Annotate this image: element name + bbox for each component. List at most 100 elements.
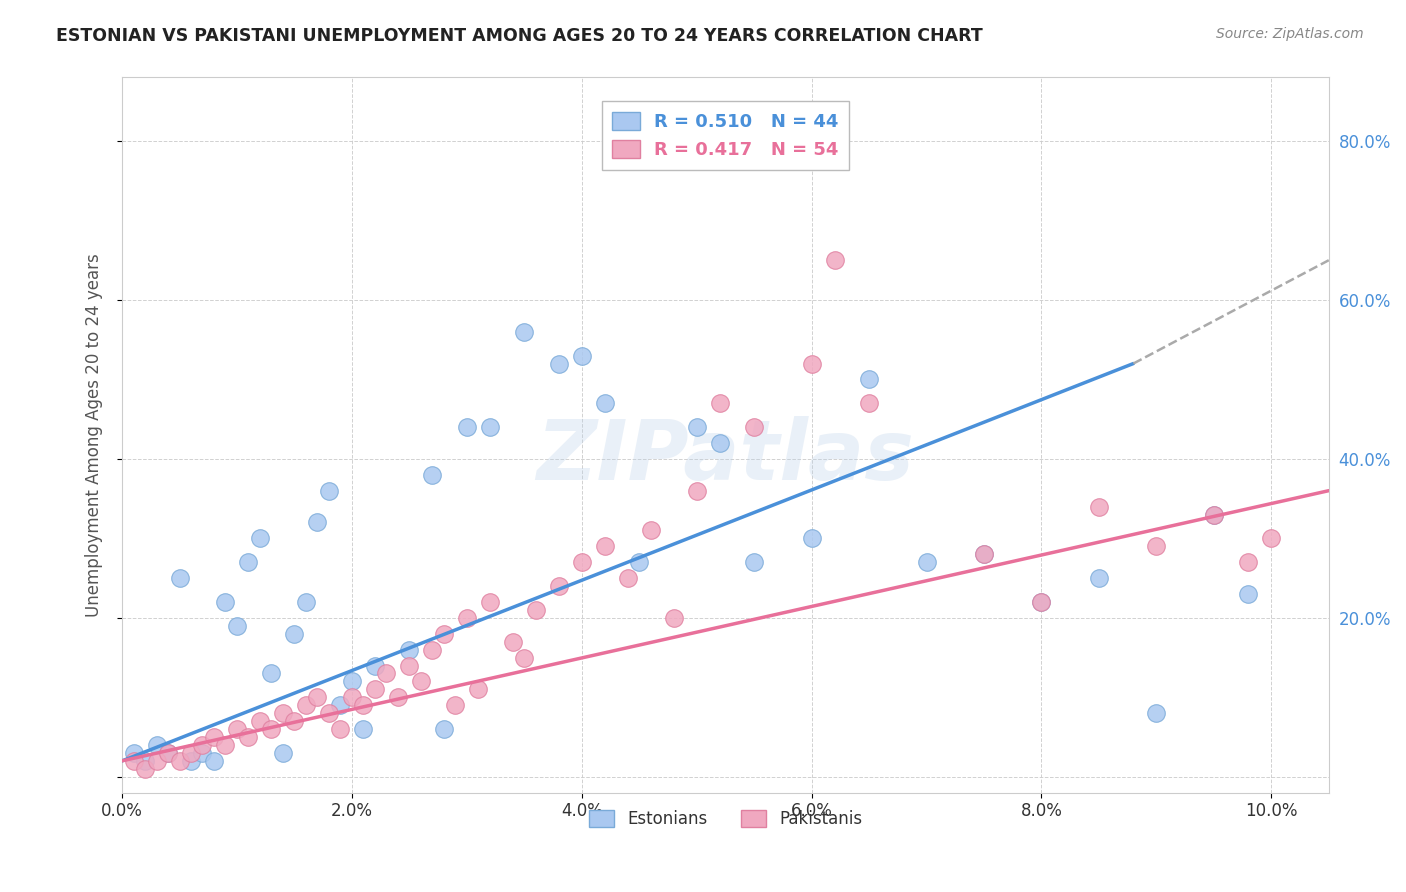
Point [524, 603, 547, 617]
Point [283, 626, 305, 640]
Point [571, 349, 593, 363]
Point [800, 532, 823, 546]
Point [1031, 595, 1053, 609]
Point [422, 467, 444, 482]
Point [478, 595, 501, 609]
Point [1237, 587, 1260, 601]
Point [295, 595, 318, 609]
Point [709, 436, 731, 450]
Point [169, 571, 191, 585]
Point [307, 516, 329, 530]
Point [1088, 571, 1111, 585]
Point [260, 666, 283, 681]
Point [433, 722, 456, 736]
Point [858, 396, 880, 410]
Point [444, 698, 467, 713]
Point [214, 595, 236, 609]
Point [742, 420, 765, 434]
Point [214, 738, 236, 752]
Point [467, 682, 489, 697]
Point [364, 658, 387, 673]
Point [180, 746, 202, 760]
Point [593, 539, 616, 553]
Point [271, 746, 294, 760]
Point [169, 754, 191, 768]
Point [134, 762, 156, 776]
Y-axis label: Unemployment Among Ages 20 to 24 years: Unemployment Among Ages 20 to 24 years [86, 253, 103, 617]
Point [352, 698, 374, 713]
Point [352, 722, 374, 736]
Point [375, 666, 398, 681]
Point [157, 746, 180, 760]
Text: ESTONIAN VS PAKISTANI UNEMPLOYMENT AMONG AGES 20 TO 24 YEARS CORRELATION CHART: ESTONIAN VS PAKISTANI UNEMPLOYMENT AMONG… [56, 27, 983, 45]
Point [157, 746, 180, 760]
Point [122, 754, 145, 768]
Point [283, 714, 305, 728]
Point [1031, 595, 1053, 609]
Point [547, 357, 569, 371]
Point [662, 611, 685, 625]
Text: ZIPatlas: ZIPatlas [537, 416, 914, 497]
Point [478, 420, 501, 434]
Point [398, 658, 420, 673]
Point [318, 483, 340, 498]
Point [433, 626, 456, 640]
Point [318, 706, 340, 721]
Point [329, 722, 352, 736]
Point [742, 555, 765, 569]
Point [398, 642, 420, 657]
Point [640, 524, 662, 538]
Point [387, 690, 409, 705]
Text: Source: ZipAtlas.com: Source: ZipAtlas.com [1216, 27, 1364, 41]
Point [513, 325, 536, 339]
Point [295, 698, 318, 713]
Point [456, 611, 478, 625]
Point [593, 396, 616, 410]
Point [122, 746, 145, 760]
Point [134, 754, 156, 768]
Point [1202, 508, 1225, 522]
Point [456, 420, 478, 434]
Point [800, 357, 823, 371]
Point [340, 674, 363, 689]
Point [329, 698, 352, 713]
Point [271, 706, 294, 721]
Point [191, 746, 214, 760]
Point [513, 650, 536, 665]
Point [145, 754, 167, 768]
Point [202, 730, 225, 744]
Point [364, 682, 387, 697]
Point [145, 738, 167, 752]
Legend: Estonians, Pakistanis: Estonians, Pakistanis [582, 803, 869, 834]
Point [709, 396, 731, 410]
Point [249, 714, 271, 728]
Point [307, 690, 329, 705]
Point [628, 555, 651, 569]
Point [824, 253, 846, 268]
Point [249, 532, 271, 546]
Point [202, 754, 225, 768]
Point [409, 674, 432, 689]
Point [1088, 500, 1111, 514]
Point [571, 555, 593, 569]
Point [260, 722, 283, 736]
Point [1144, 706, 1167, 721]
Point [226, 722, 249, 736]
Point [973, 547, 995, 561]
Point [1144, 539, 1167, 553]
Point [686, 420, 709, 434]
Point [1260, 532, 1282, 546]
Point [915, 555, 938, 569]
Point [340, 690, 363, 705]
Point [973, 547, 995, 561]
Point [616, 571, 638, 585]
Point [1237, 555, 1260, 569]
Point [191, 738, 214, 752]
Point [502, 634, 524, 648]
Point [1202, 508, 1225, 522]
Point [422, 642, 444, 657]
Point [238, 555, 260, 569]
Point [180, 754, 202, 768]
Point [547, 579, 569, 593]
Point [858, 372, 880, 386]
